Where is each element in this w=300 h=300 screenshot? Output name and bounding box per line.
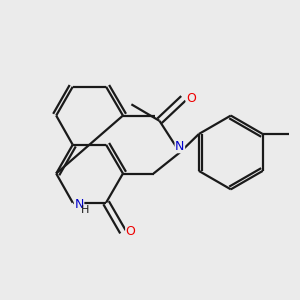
Text: N: N — [74, 198, 84, 211]
Text: O: O — [186, 92, 196, 105]
Text: N: N — [175, 140, 184, 153]
Text: H: H — [81, 206, 89, 215]
Text: O: O — [126, 225, 136, 239]
